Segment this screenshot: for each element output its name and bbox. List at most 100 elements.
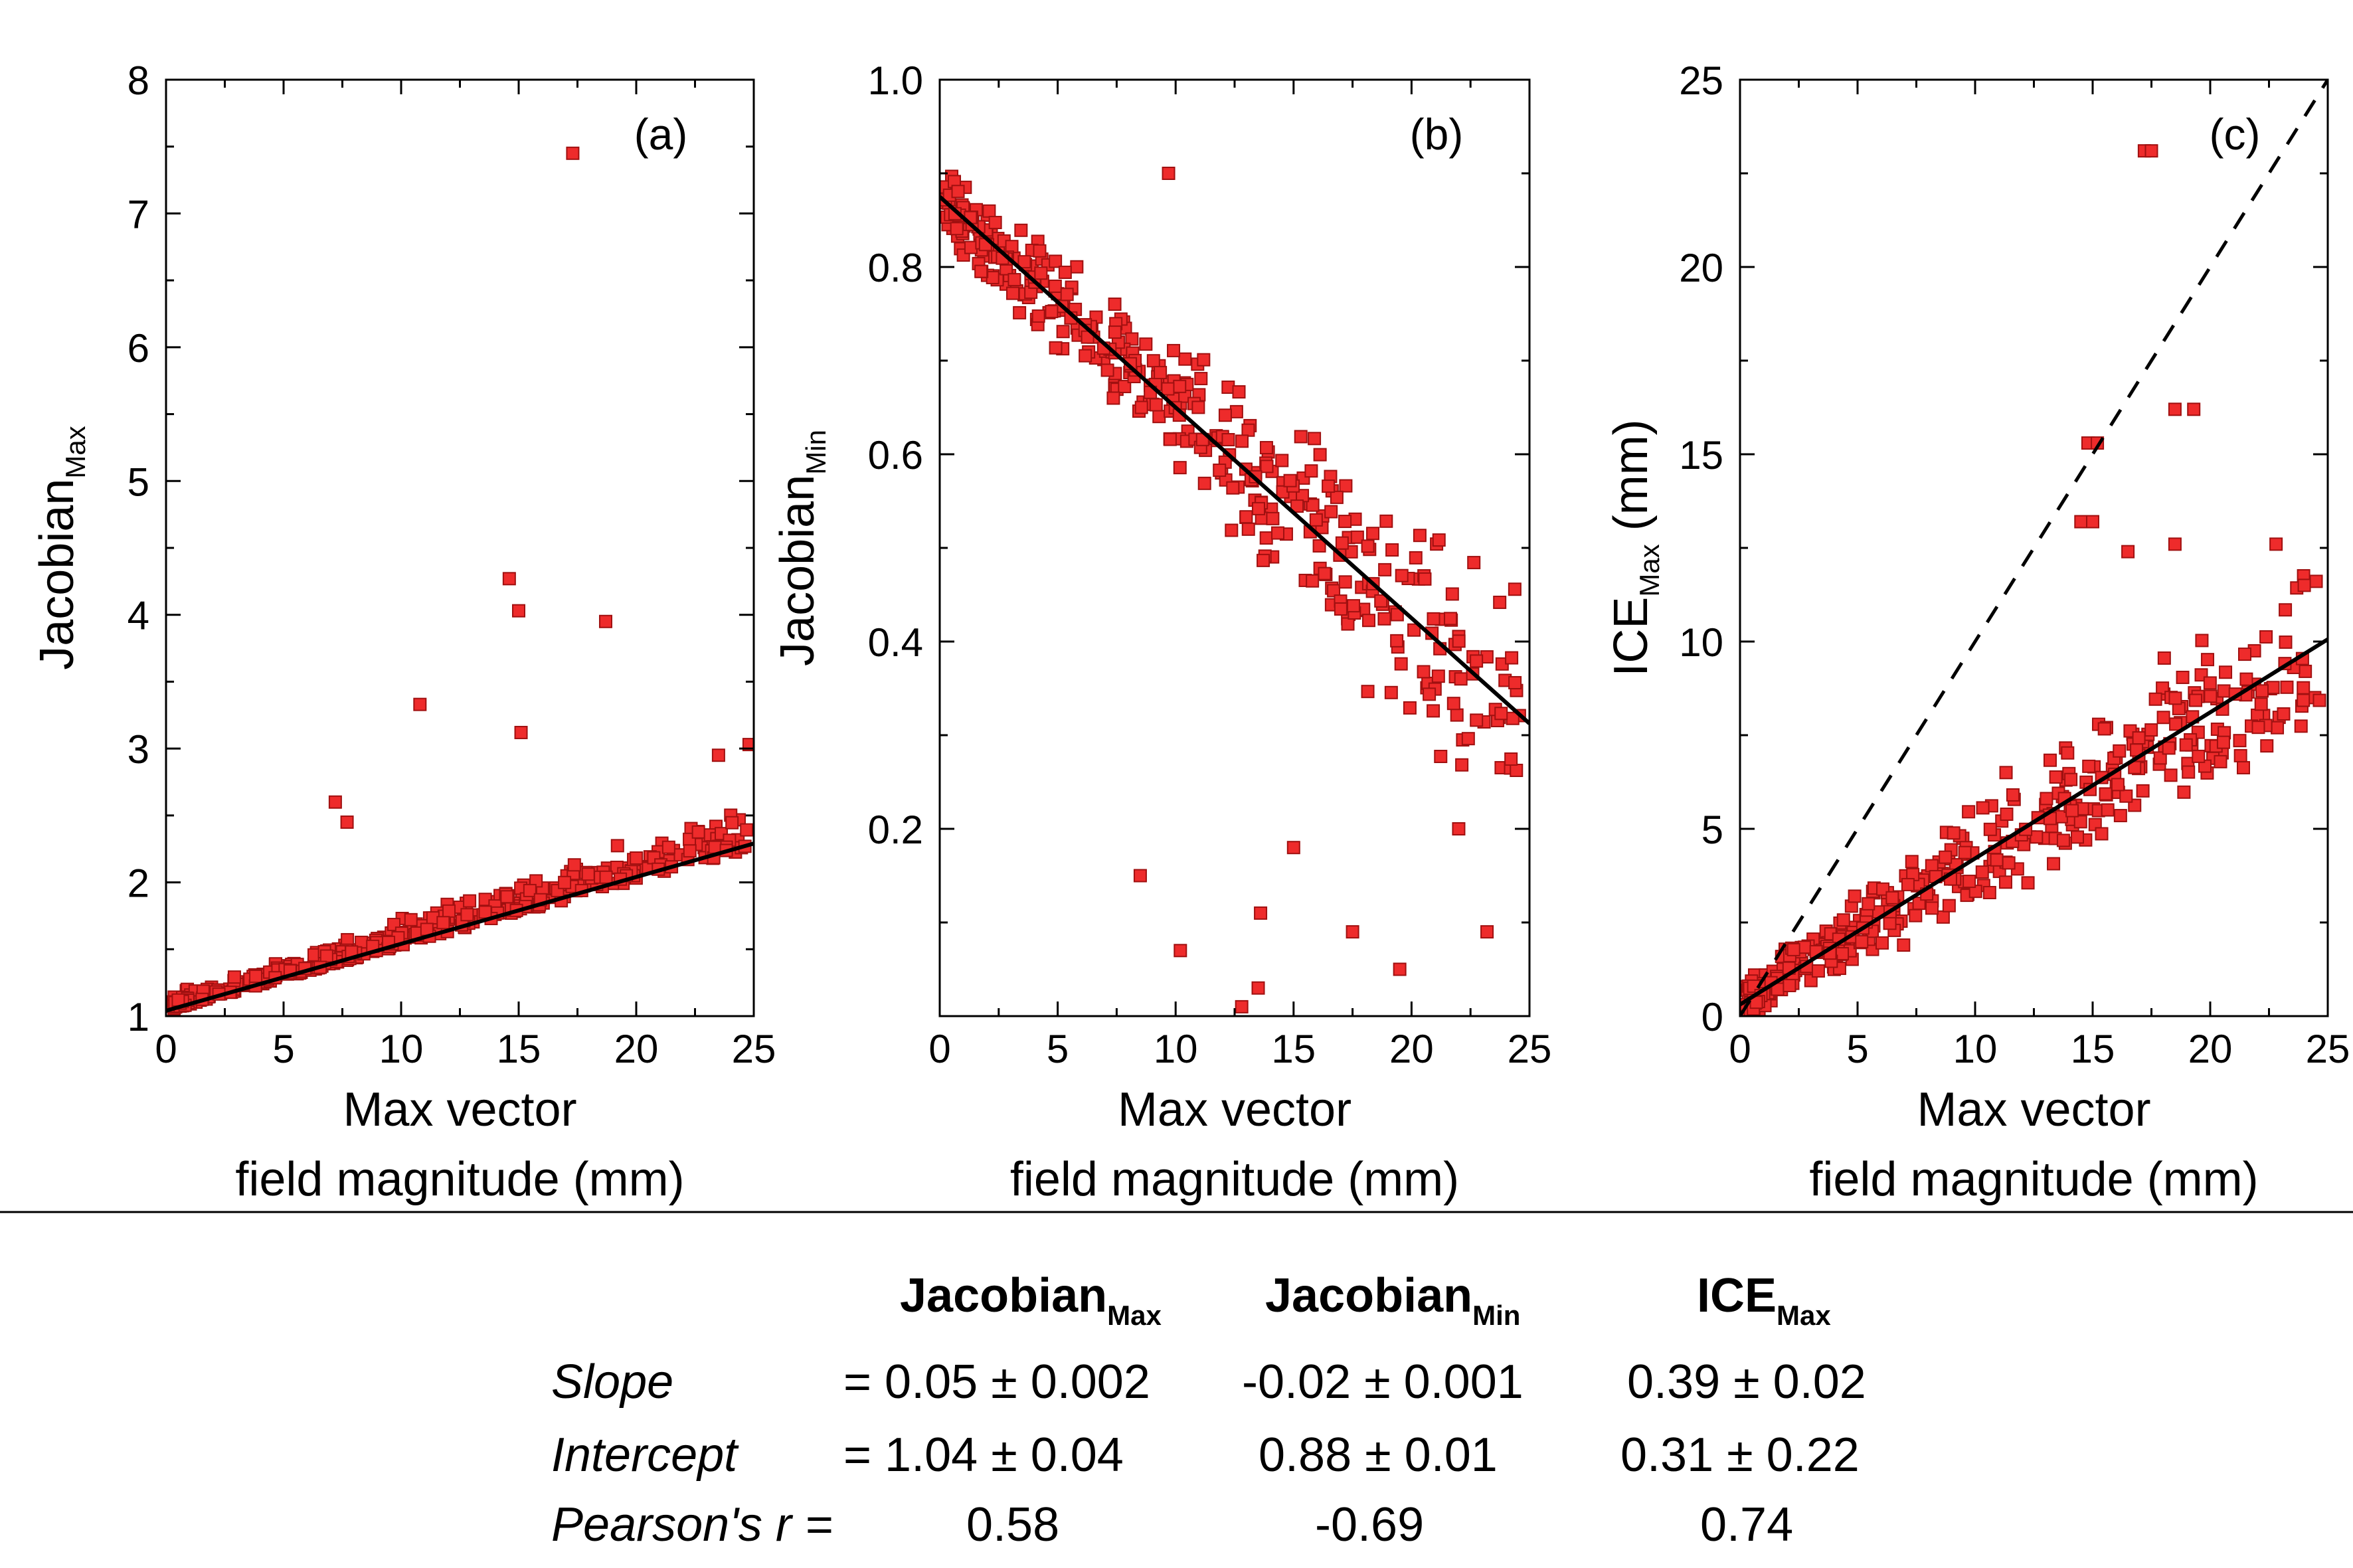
data-point: [1431, 669, 1445, 683]
scatter-points: [940, 167, 1526, 1013]
data-point: [1504, 752, 1518, 766]
y-tick-label: 0.6: [868, 433, 923, 478]
y-tick-label: 0.2: [868, 808, 923, 852]
data-point: [2259, 630, 2273, 644]
data-point: [1049, 341, 1063, 355]
data-point: [1470, 713, 1484, 727]
data-point: [711, 748, 725, 762]
data-point: [1390, 634, 1404, 648]
data-point: [2157, 651, 2171, 665]
y-tick-label: 5: [1701, 808, 1723, 852]
y-tick-label: 20: [1679, 246, 1723, 290]
data-point: [691, 825, 705, 839]
data-point: [2169, 717, 2183, 731]
data-point: [2040, 792, 2053, 806]
data-point: [950, 222, 964, 236]
x-tick-label: 15: [1271, 1027, 1316, 1071]
data-point: [2144, 144, 2158, 158]
data-point: [661, 840, 675, 854]
x-tick-label: 0: [1729, 1027, 1751, 1071]
data-point: [1508, 582, 1522, 596]
data-point: [2144, 723, 2158, 737]
data-point: [514, 725, 528, 739]
y-tick-label: 15: [1679, 433, 1723, 478]
data-point: [1936, 910, 1950, 924]
y-tick-label: 4: [128, 594, 149, 638]
data-point: [2297, 681, 2310, 695]
data-point: [1139, 337, 1153, 351]
x-tick-label: 20: [614, 1027, 659, 1071]
data-point: [2113, 744, 2127, 758]
data-point: [1335, 536, 1349, 550]
data-point: [1445, 587, 1459, 601]
data-point: [1395, 568, 1409, 582]
data-point: [1361, 685, 1375, 699]
data-point: [1467, 556, 1481, 570]
data-point: [2111, 778, 2125, 792]
data-point: [1108, 325, 1122, 339]
data-point: [1378, 563, 1392, 576]
data-point: [1976, 801, 1990, 815]
data-point: [2277, 707, 2291, 721]
data-point: [1446, 697, 1460, 711]
data-point: [683, 844, 697, 858]
data-point: [1079, 349, 1092, 363]
data-point: [512, 604, 525, 618]
data-point: [1361, 614, 1375, 628]
y-axis-label: ICEMax (mm): [1605, 419, 1665, 676]
data-point: [1013, 305, 1027, 319]
data-point: [2239, 672, 2253, 686]
y-tick-label: 0: [1701, 995, 1723, 1039]
data-point: [1152, 410, 1166, 424]
data-point: [1942, 899, 1956, 913]
data-point: [1366, 527, 1380, 541]
data-point: [2168, 537, 2182, 551]
x-tick-label: 10: [1953, 1027, 1998, 1071]
data-point: [1173, 461, 1187, 475]
data-point: [2280, 680, 2294, 694]
data-point: [2148, 692, 2162, 706]
data-point: [1990, 853, 2004, 867]
data-point: [1324, 505, 1338, 519]
regression-line: [166, 841, 754, 1013]
data-point: [1162, 167, 1176, 180]
data-point: [1470, 654, 1484, 668]
data-point: [2043, 753, 2057, 767]
data-point: [1194, 372, 1208, 386]
data-point: [2312, 693, 2326, 707]
scatter-points: [166, 146, 754, 1015]
data-point: [1494, 707, 1508, 721]
data-point: [1394, 657, 1408, 671]
data-point: [442, 904, 456, 918]
data-point: [964, 240, 978, 254]
data-point: [1346, 599, 1360, 613]
data-point: [1413, 529, 1427, 543]
data-point: [1322, 479, 1336, 493]
data-point: [2260, 739, 2274, 753]
data-point: [951, 185, 965, 199]
data-point: [2168, 691, 2182, 705]
y-tick-label: 5: [128, 460, 149, 504]
data-point: [1999, 766, 2013, 780]
data-point: [1260, 460, 1274, 474]
data-point: [1407, 623, 1421, 637]
table-cell-intercept-ice: 0.31 ± 0.22: [1620, 1429, 1860, 1482]
x-tick-label: 25: [732, 1027, 776, 1071]
data-point: [1836, 947, 1850, 961]
data-point: [1505, 651, 1519, 665]
x-tick-label: 25: [2306, 1027, 2350, 1071]
data-point: [567, 858, 581, 872]
data-point: [1060, 288, 1074, 302]
data-point: [249, 970, 263, 984]
data-point: [1235, 1000, 1249, 1013]
data-point: [1006, 286, 1020, 300]
data-point: [2214, 754, 2227, 768]
data-point: [2002, 856, 2016, 870]
x-tick-label: 10: [379, 1027, 424, 1071]
data-point: [1318, 566, 1332, 580]
data-point: [1031, 309, 1045, 323]
data-point: [2251, 721, 2265, 735]
data-point: [599, 870, 613, 884]
table-header-jacobian-max: JacobianMax: [900, 1269, 1162, 1331]
